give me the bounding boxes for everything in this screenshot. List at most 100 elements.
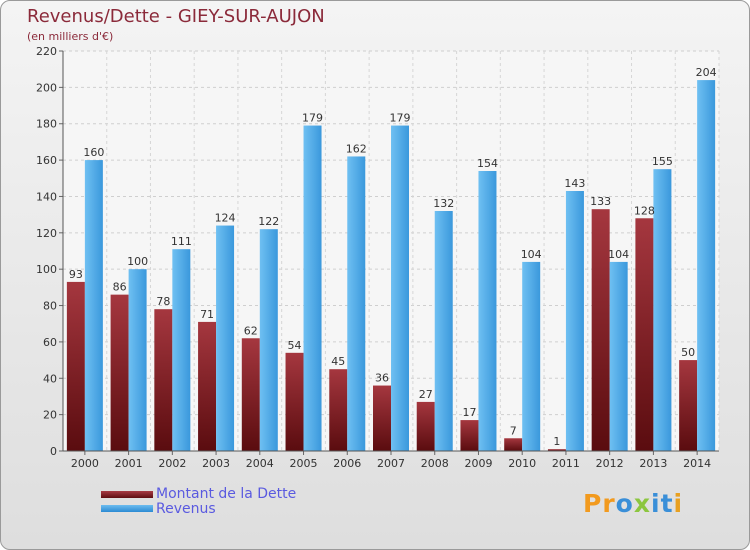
bar-revenue bbox=[609, 261, 628, 451]
bar-debt bbox=[679, 360, 698, 451]
data-label: 143 bbox=[564, 177, 585, 190]
x-tick-label: 2005 bbox=[290, 457, 318, 470]
x-tick-label: 2000 bbox=[71, 457, 99, 470]
data-label: 7 bbox=[510, 424, 517, 437]
bar-debt bbox=[635, 218, 654, 451]
bar-revenue bbox=[478, 171, 497, 451]
bar-revenue bbox=[653, 169, 672, 451]
bar-debt bbox=[547, 449, 566, 451]
data-label: 50 bbox=[681, 346, 695, 359]
data-label: 132 bbox=[433, 197, 454, 210]
y-tick-label: 160 bbox=[36, 154, 57, 167]
bar-revenue bbox=[565, 191, 584, 451]
data-label: 54 bbox=[288, 339, 302, 352]
x-tick-label: 2004 bbox=[246, 457, 274, 470]
proxiti-logo: Proxiti bbox=[583, 489, 683, 518]
x-tick-label: 2008 bbox=[421, 457, 449, 470]
data-label: 128 bbox=[634, 204, 655, 217]
y-tick-label: 60 bbox=[43, 336, 57, 349]
data-label: 122 bbox=[258, 215, 279, 228]
logo-letter: i bbox=[673, 489, 684, 518]
legend-swatch-revenue bbox=[101, 505, 153, 512]
logo-letter: r bbox=[602, 489, 616, 518]
data-label: 36 bbox=[375, 372, 389, 385]
bar-debt bbox=[241, 338, 260, 451]
data-label: 104 bbox=[521, 248, 542, 261]
y-tick-label: 200 bbox=[36, 81, 57, 94]
data-label: 100 bbox=[127, 255, 148, 268]
bar-debt bbox=[591, 209, 610, 451]
bar-revenue bbox=[347, 156, 366, 452]
data-label: 160 bbox=[83, 146, 104, 159]
data-label: 17 bbox=[462, 406, 476, 419]
data-labels: 9316086100781117112462122541794516236179… bbox=[69, 66, 717, 448]
data-label: 204 bbox=[696, 66, 717, 79]
data-label: 78 bbox=[156, 295, 170, 308]
bar-debt bbox=[329, 369, 348, 451]
bar-revenue bbox=[434, 211, 453, 451]
legend-label-debt: Montant de la Dette bbox=[156, 486, 297, 502]
x-tick-label: 2007 bbox=[377, 457, 405, 470]
x-tick-label: 2012 bbox=[596, 457, 624, 470]
bar-debt bbox=[285, 352, 304, 451]
logo-letter: P bbox=[583, 489, 603, 518]
bar-revenue bbox=[303, 125, 322, 451]
data-label: 124 bbox=[215, 212, 236, 225]
logo-letter: i bbox=[651, 489, 661, 518]
data-label: 154 bbox=[477, 157, 498, 170]
x-tick-label: 2011 bbox=[552, 457, 580, 470]
data-label: 155 bbox=[652, 155, 673, 168]
x-tick-label: 2009 bbox=[464, 457, 492, 470]
x-tick-label: 2006 bbox=[333, 457, 361, 470]
axes: 0 20 40 60 80 100 120 140 160 180 200 220 2000 2001 20… bbox=[36, 45, 719, 470]
y-tick-label: 0 bbox=[50, 445, 57, 458]
data-label: 71 bbox=[200, 308, 214, 321]
data-label: 62 bbox=[244, 324, 258, 337]
bar-revenue bbox=[391, 125, 409, 451]
bar-debt bbox=[154, 309, 173, 451]
y-tick-label: 120 bbox=[36, 227, 57, 240]
data-label: 45 bbox=[331, 355, 345, 368]
bar-debt bbox=[110, 294, 129, 451]
bar-revenue bbox=[128, 269, 147, 451]
bar-debt bbox=[416, 401, 435, 451]
data-label: 133 bbox=[590, 195, 611, 208]
y-tick-label: 140 bbox=[36, 190, 57, 203]
data-label: 111 bbox=[171, 235, 192, 248]
y-tick-label: 80 bbox=[43, 300, 57, 313]
bar-debt bbox=[198, 321, 217, 451]
y-tick-label: 180 bbox=[36, 118, 57, 131]
legend-label-revenue: Revenus bbox=[156, 501, 216, 517]
chart-title: Revenus/Dette - GIEY-SUR-AUJON bbox=[27, 6, 325, 27]
x-tick-label: 2013 bbox=[639, 457, 667, 470]
bar-debt bbox=[460, 420, 479, 451]
x-tick-label: 2001 bbox=[115, 457, 143, 470]
data-label: 179 bbox=[390, 112, 411, 125]
bar-revenue bbox=[216, 225, 235, 451]
logo-letter: x bbox=[633, 489, 651, 518]
bar-revenue bbox=[172, 249, 191, 451]
legend-swatch-debt bbox=[101, 491, 153, 498]
x-tick-label: 2014 bbox=[683, 457, 711, 470]
x-tick-label: 2010 bbox=[508, 457, 536, 470]
bars bbox=[66, 80, 716, 452]
bar-debt bbox=[373, 385, 391, 451]
bar-revenue bbox=[84, 160, 103, 451]
logo-letter: o bbox=[615, 489, 634, 518]
data-label: 1 bbox=[553, 435, 560, 448]
x-tick-label: 2002 bbox=[158, 457, 186, 470]
bar-revenue bbox=[522, 261, 541, 451]
bar-revenue bbox=[259, 229, 278, 451]
y-tick-label: 100 bbox=[36, 263, 57, 276]
bar-revenue bbox=[697, 80, 716, 451]
y-tick-label: 40 bbox=[43, 372, 57, 385]
data-label: 86 bbox=[113, 281, 127, 294]
data-label: 93 bbox=[69, 268, 83, 281]
x-tick-label: 2003 bbox=[202, 457, 230, 470]
y-tick-label: 220 bbox=[36, 45, 57, 58]
data-label: 179 bbox=[302, 112, 323, 125]
logo-letter: t bbox=[660, 489, 674, 518]
chart-subtitle: (en milliers d'€) bbox=[27, 30, 114, 43]
